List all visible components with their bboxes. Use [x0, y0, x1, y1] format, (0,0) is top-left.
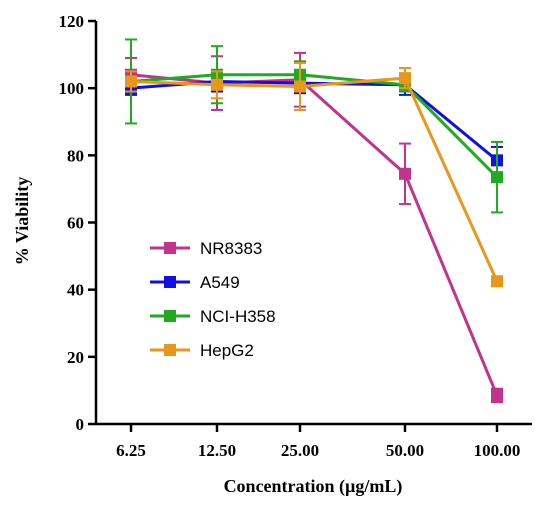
legend-label-hepg2: HepG2	[200, 341, 254, 360]
y-tick-label: 100	[59, 79, 85, 98]
x-tick-label: 100.00	[474, 441, 521, 460]
y-tick-label: 80	[67, 146, 84, 165]
y-tick-label: 60	[67, 214, 84, 233]
x-tick-label: 12.50	[198, 441, 236, 460]
y-tick-label: 0	[76, 415, 85, 434]
data-point-hepg2	[125, 75, 137, 88]
legend-marker-nci-h358	[164, 310, 176, 322]
legend-marker-hepg2	[164, 344, 176, 356]
data-point-hepg2	[294, 80, 306, 93]
y-tick-label: 40	[67, 281, 84, 300]
x-tick-label: 6.25	[116, 441, 146, 460]
data-point-nr8383	[491, 389, 503, 402]
x-tick-label: 25.00	[281, 441, 319, 460]
y-tick-label: 20	[67, 348, 84, 367]
legend-marker-nr8383	[164, 242, 176, 254]
legend-label-nci-h358: NCI-H358	[200, 307, 276, 326]
x-axis-title: Concentration (µg/mL)	[224, 476, 403, 497]
data-point-nci-h358	[491, 171, 503, 184]
data-point-hepg2	[211, 78, 223, 91]
legend-label-a549: A549	[200, 273, 240, 292]
data-point-hepg2	[399, 72, 411, 85]
x-tick-label: 50.00	[386, 441, 424, 460]
series-line-hepg2	[130, 76, 499, 282]
data-point-hepg2	[491, 275, 503, 288]
y-tick-label: 120	[59, 12, 85, 31]
legend-marker-a549	[164, 276, 176, 288]
data-point-nr8383	[399, 167, 411, 180]
legend-label-nr8383: NR8383	[200, 239, 262, 258]
y-axis-title: % Viability	[12, 177, 32, 266]
